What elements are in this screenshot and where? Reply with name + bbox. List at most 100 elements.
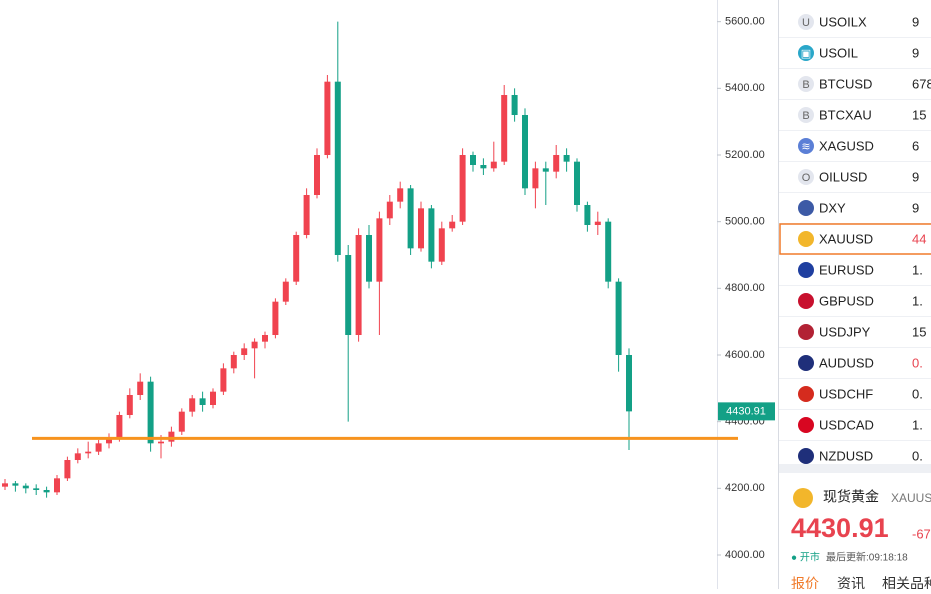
symbol[interactable]: USOIL: [819, 45, 858, 60]
y-tick-label: 5200.00: [725, 149, 765, 161]
symbol[interactable]: AUDUSD: [819, 355, 874, 370]
tab[interactable]: 相关品种: [882, 576, 931, 592]
price: 0.: [912, 448, 923, 463]
symbol-icon: [798, 448, 814, 464]
candle-body: [511, 95, 518, 115]
candle-body: [303, 195, 310, 235]
candle-body: [542, 168, 549, 172]
candle-body: [428, 208, 435, 262]
symbol[interactable]: USDCAD: [819, 417, 874, 432]
quote-status: ● 开市: [791, 551, 820, 564]
y-tick-label: 5600.00: [725, 16, 765, 28]
icon-letter: U: [802, 17, 810, 29]
symbol-icon: [798, 262, 814, 278]
symbol-icon: [798, 231, 814, 247]
quote-updated: 最后更新:09:18:18: [826, 551, 908, 564]
candle-body: [85, 451, 92, 454]
candle-body: [366, 235, 372, 282]
candle-body: [490, 161, 497, 169]
candle-body: [22, 485, 29, 489]
icon-letter: ≋: [801, 141, 810, 153]
candle-body: [43, 490, 50, 493]
symbol[interactable]: BTCUSD: [819, 76, 872, 91]
symbol-icon: [798, 293, 814, 309]
candle-body: [178, 411, 185, 432]
symbol[interactable]: XAUUSD: [819, 231, 873, 246]
symbol-icon: [798, 417, 814, 433]
price: 44: [912, 231, 926, 246]
candle-body: [116, 415, 123, 439]
price: 9: [912, 14, 919, 29]
candle-body: [158, 441, 164, 444]
candle-body: [563, 155, 570, 162]
quote-symbol: XAUUS: [891, 491, 931, 505]
y-tick-label: 4600.00: [725, 349, 765, 361]
candle-body: [553, 155, 560, 172]
candle-body: [615, 281, 622, 355]
candle-body: [438, 228, 445, 262]
tab[interactable]: 资讯: [837, 576, 865, 592]
symbol[interactable]: USDCHF: [819, 386, 873, 401]
tab[interactable]: 报价: [791, 576, 819, 592]
candle-body: [106, 438, 112, 444]
candle-body: [355, 235, 362, 335]
symbol-icon: [798, 200, 814, 216]
candle-body: [386, 201, 393, 219]
candle-body: [449, 221, 456, 229]
candle-body: [574, 161, 580, 205]
y-tick-label: 4000.00: [725, 549, 765, 561]
icon-letter: O: [802, 172, 811, 184]
candle-body: [199, 398, 206, 405]
candle-body: [334, 81, 341, 256]
candle-body: [626, 355, 632, 412]
candle-body: [147, 381, 154, 444]
price: 6: [912, 138, 919, 153]
y-tick-label: 5000.00: [725, 216, 765, 228]
price: 678: [912, 76, 931, 91]
panel-separator: [779, 464, 931, 473]
price: 0.: [912, 355, 923, 370]
candle-body: [605, 221, 612, 282]
candle-body: [532, 168, 539, 189]
quote-price: 4430.91: [791, 513, 889, 543]
price: 0.: [912, 386, 923, 401]
candle-body: [418, 208, 424, 249]
symbol-icon: [798, 14, 814, 30]
symbol[interactable]: BTCXAU: [819, 107, 872, 122]
symbol[interactable]: USOILX: [819, 14, 867, 29]
symbol[interactable]: NZDUSD: [819, 448, 873, 463]
candle-body: [345, 255, 352, 335]
icon-letter: ▣: [801, 48, 811, 60]
candle-body: [262, 335, 268, 342]
symbol[interactable]: XAGUSD: [819, 138, 874, 153]
candle-body: [251, 341, 258, 349]
price: 9: [912, 45, 919, 60]
candle-body: [230, 355, 237, 369]
candle-body: [324, 81, 331, 155]
symbol-icon: [798, 76, 814, 92]
candle-body: [64, 460, 71, 479]
candle-body: [480, 165, 487, 169]
symbol[interactable]: EURUSD: [819, 262, 874, 277]
candle-body: [210, 391, 216, 405]
candle-body: [2, 483, 8, 487]
candle-body: [241, 348, 248, 355]
symbol[interactable]: OILUSD: [819, 169, 867, 184]
symbol[interactable]: DXY: [819, 200, 846, 215]
last-price-box: [718, 402, 775, 421]
candle-body: [594, 221, 601, 225]
symbol[interactable]: GBPUSD: [819, 293, 874, 308]
last-price-label: 4430.91: [726, 405, 766, 417]
candle-body: [220, 368, 227, 392]
symbol-icon: [798, 45, 814, 61]
candle-body: [397, 188, 404, 202]
icon-letter: B: [802, 110, 809, 122]
candle-body: [501, 95, 508, 162]
gold-icon: [793, 488, 813, 508]
symbol-icon: [798, 355, 814, 371]
candle-body: [470, 155, 476, 165]
candle-body: [314, 155, 320, 195]
symbol[interactable]: USDJPY: [819, 324, 871, 339]
y-tick-label: 4800.00: [725, 282, 765, 294]
